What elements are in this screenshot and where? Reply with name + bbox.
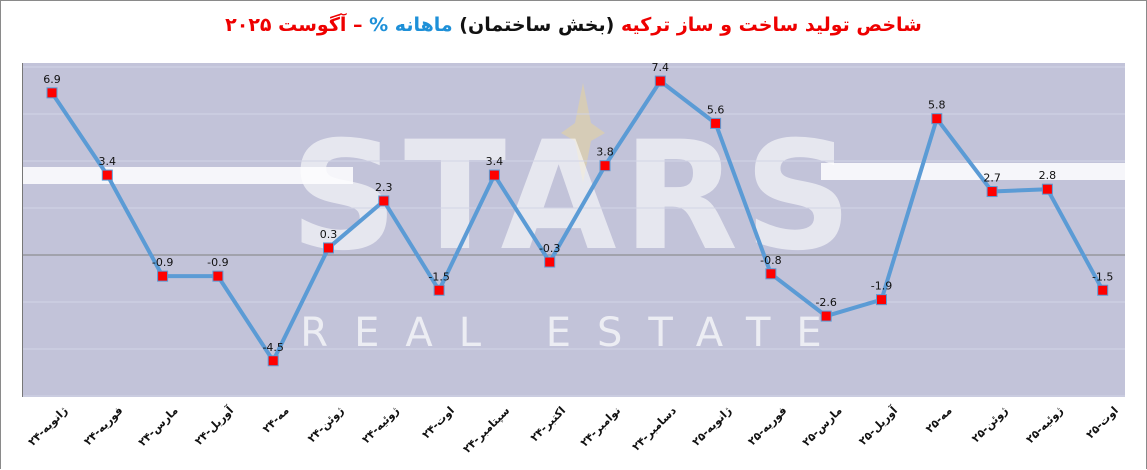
data-point-marker [710, 117, 722, 129]
title-part-monthly: ماهانه % [369, 14, 453, 36]
data-label: 2.7 [983, 172, 1001, 185]
data-label: 2.8 [1039, 169, 1057, 182]
data-label: -4.5 [262, 341, 283, 354]
data-label: 5.6 [707, 103, 725, 116]
data-point-marker [986, 186, 998, 198]
data-point-marker [212, 270, 224, 282]
data-label: 7.4 [652, 63, 670, 74]
title-part-main: شاخص تولید ساخت و ساز ترکیه [620, 14, 922, 36]
data-label: -0.8 [760, 254, 781, 267]
data-point-marker [544, 256, 556, 268]
data-label: -1.9 [871, 280, 892, 293]
data-point-marker [765, 268, 777, 280]
data-label: 3.4 [486, 155, 504, 168]
data-point-marker [46, 87, 58, 99]
data-point-marker [157, 270, 169, 282]
watermark-bar-right [821, 163, 1125, 180]
data-label: -1.5 [1092, 270, 1113, 283]
data-point-marker [654, 75, 666, 87]
watermark-star-icon [561, 83, 605, 183]
data-point-marker [1041, 183, 1053, 195]
data-point-marker [488, 169, 500, 181]
chart-title: شاخص تولید ساخت و ساز ترکیه (بخش ساختمان… [0, 14, 1147, 36]
data-labels: 6.9 3.4 -0.9 -0.9 -4.5 0.3 2.3 -1.5 3.4 -0.3 3.8 7.… [43, 63, 1113, 354]
data-label: 2.3 [375, 181, 393, 194]
data-label: -0.9 [152, 256, 173, 269]
data-point-marker [101, 169, 113, 181]
data-label: 6.9 [43, 73, 61, 86]
data-label: -0.3 [539, 242, 560, 255]
data-label: 3.8 [596, 146, 614, 159]
data-label: 0.3 [320, 228, 338, 241]
data-label: -2.6 [815, 296, 836, 309]
data-point-marker [876, 294, 887, 306]
data-point-marker [599, 160, 611, 172]
watermark-sub-text: REAL ESTATE [300, 310, 847, 356]
data-point-marker [820, 310, 832, 322]
plot-area: STARS REAL ESTATE 6.9 3.4 -0.9 -0.9 -4.5 0.3 2.… [22, 63, 1125, 397]
data-point-marker [931, 113, 943, 125]
data-label: 3.4 [99, 155, 117, 168]
data-point-marker [378, 195, 390, 207]
data-label: 5.8 [928, 99, 946, 112]
title-part-date: – آگوست ۲۰۲۵ [225, 14, 363, 36]
data-point-marker [433, 284, 445, 296]
series-line [46, 75, 1109, 367]
data-point-marker [323, 242, 334, 254]
data-label: -0.9 [207, 256, 228, 269]
data-label: -1.5 [428, 270, 449, 283]
data-point-marker [267, 355, 279, 367]
gridlines [23, 66, 1125, 397]
data-point-marker [1097, 284, 1109, 296]
title-part-sector: (بخش ساختمان) [459, 14, 615, 36]
